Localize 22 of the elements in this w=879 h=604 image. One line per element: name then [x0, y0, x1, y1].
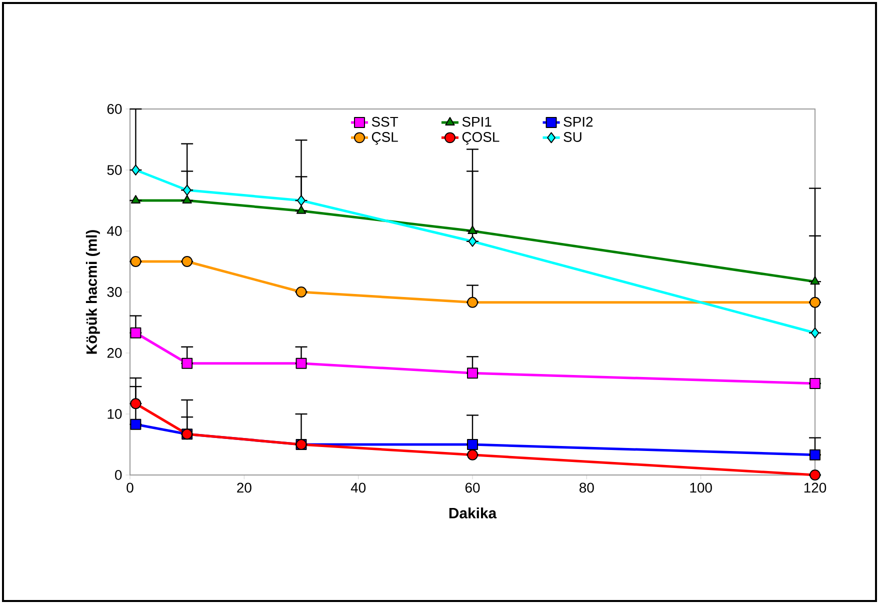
- y-tick-label: 30: [107, 287, 122, 297]
- x-tick-label: 80: [580, 482, 594, 493]
- legend-label: SU: [564, 132, 582, 142]
- legend-label: ÇOSL: [462, 132, 500, 145]
- x-tick-label: 40: [350, 482, 366, 493]
- y-tick-label: 0: [115, 470, 122, 480]
- x-tick-label: 60: [465, 482, 480, 493]
- legend-label: SPI1: [462, 116, 492, 127]
- x-tick-label: 100: [690, 482, 712, 493]
- y-tick-label: 20: [107, 348, 122, 358]
- x-tick-label: 20: [237, 482, 252, 493]
- y-tick-label: 60: [107, 104, 122, 114]
- y-axis-title: Köpük hacmi (ml): [86, 230, 100, 354]
- y-tick-label: 40: [107, 226, 122, 236]
- y-tick-label: 50: [107, 165, 122, 175]
- legend-label: SST: [372, 116, 398, 127]
- legend-label: ÇSL: [372, 132, 398, 145]
- x-tick-label: 120: [804, 482, 826, 493]
- x-axis-title: Dakika: [449, 507, 497, 518]
- legend-label: SPI2: [564, 116, 593, 127]
- y-tick-label: 10: [108, 409, 122, 419]
- x-tick-label: 0: [126, 482, 134, 493]
